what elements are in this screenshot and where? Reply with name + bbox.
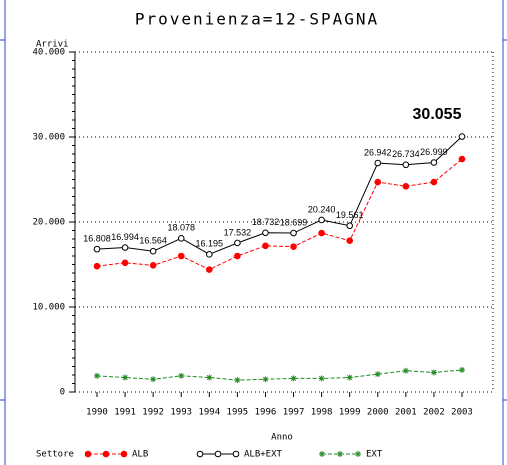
legend-title: Settore	[36, 450, 74, 460]
point	[177, 252, 185, 260]
point	[374, 371, 381, 378]
legend-label: ALB	[132, 450, 148, 460]
point	[374, 178, 382, 186]
x-tick-label: 1997	[283, 408, 305, 418]
y-tick-label: 10.000	[32, 303, 65, 313]
y-tick-label: 30.000	[32, 133, 65, 143]
point	[262, 242, 269, 250]
point	[122, 374, 129, 381]
point	[177, 235, 185, 242]
x-axis-label: Anno	[271, 433, 293, 443]
x-tick-label: 2000	[367, 408, 389, 418]
point	[346, 374, 353, 381]
point	[458, 133, 466, 140]
data-label: 17.532	[224, 227, 252, 237]
y-tick-label: 20.000	[32, 218, 65, 228]
x-tick-label: 1996	[255, 408, 277, 418]
x-tick-label: 1998	[311, 408, 333, 418]
point	[234, 377, 241, 384]
point	[290, 243, 297, 250]
y-tick-label: 0	[60, 388, 65, 398]
data-label: 18.732	[252, 217, 280, 227]
data-label: 26.999	[420, 147, 448, 157]
point	[149, 262, 157, 269]
point	[374, 159, 382, 167]
data-label: 26.734	[392, 149, 420, 159]
chart-title: Provenienza=12-SPAGNA	[135, 10, 379, 29]
point	[430, 159, 438, 166]
point	[355, 451, 361, 457]
series-line	[96, 158, 463, 271]
point	[346, 222, 353, 230]
x-tick-label: 1990	[86, 408, 108, 418]
data-label: 20.240	[308, 204, 336, 214]
point	[234, 252, 241, 260]
point	[346, 237, 353, 244]
point	[214, 450, 222, 458]
data-label: 16.195	[196, 239, 224, 249]
data-label: 26.942	[364, 147, 392, 157]
y-tick-label: 40.000	[32, 48, 65, 58]
point	[150, 376, 157, 383]
point	[84, 450, 92, 458]
data-label: 19.561	[336, 210, 364, 220]
point	[402, 183, 410, 190]
x-tick-label: 1993	[170, 408, 192, 418]
point	[196, 450, 204, 458]
point	[430, 369, 437, 376]
point	[206, 374, 213, 381]
point	[206, 266, 213, 273]
legend-label: ALB+EXT	[244, 450, 283, 460]
x-tick-label: 2002	[423, 408, 445, 418]
data-label: 16.994	[111, 232, 139, 242]
point	[102, 450, 110, 458]
data-label: 18.699	[280, 217, 308, 227]
point	[232, 450, 240, 458]
x-tick-label: 1995	[227, 408, 249, 418]
point	[290, 229, 297, 237]
x-tick-label: 1994	[198, 408, 220, 418]
point	[402, 367, 409, 374]
point	[178, 372, 185, 379]
data-label: 18.078	[167, 223, 195, 233]
x-tick-label: 2001	[395, 408, 417, 418]
point	[337, 451, 343, 457]
point	[459, 366, 465, 373]
series-line	[96, 136, 463, 255]
x-tick-label: 2003	[451, 408, 473, 418]
point	[262, 229, 269, 237]
data-label: 16.564	[139, 236, 167, 246]
x-tick-label: 1992	[142, 408, 164, 418]
x-tick-label: 1991	[114, 408, 136, 418]
point	[234, 239, 241, 247]
point	[93, 262, 101, 270]
data-label: 16.808	[83, 234, 111, 244]
x-tick-label: 1999	[339, 408, 361, 418]
point	[149, 247, 157, 255]
point	[318, 375, 325, 382]
point	[290, 375, 297, 382]
point	[430, 178, 438, 186]
point	[318, 229, 325, 237]
point	[262, 376, 269, 383]
point	[121, 259, 129, 267]
legend-label: EXT	[366, 450, 383, 460]
data-label: 30.055	[413, 106, 462, 123]
point	[318, 216, 325, 224]
point	[120, 450, 128, 458]
y-axis-label: Arrivi	[36, 40, 69, 50]
point	[94, 372, 100, 379]
point	[206, 251, 213, 258]
series-line	[96, 369, 463, 381]
point	[121, 244, 129, 251]
point	[319, 451, 325, 457]
point	[458, 155, 466, 163]
point	[402, 161, 410, 169]
point	[93, 245, 101, 253]
